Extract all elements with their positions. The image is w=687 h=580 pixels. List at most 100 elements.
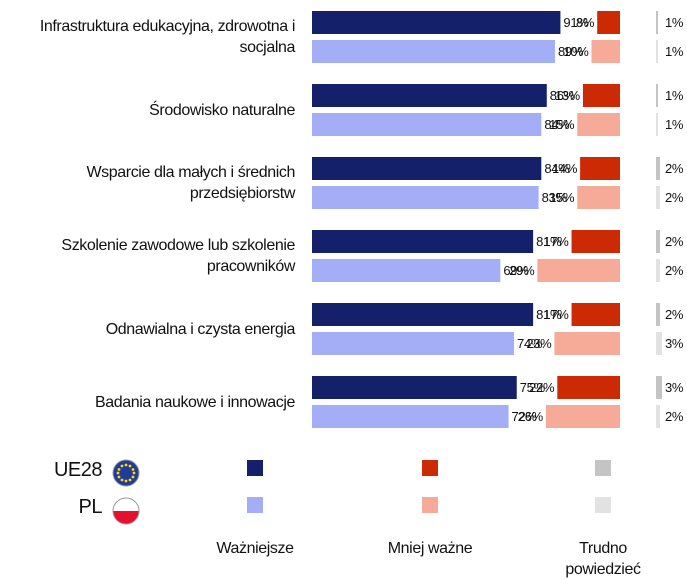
category-label: Szkolenie zawodowe lub szkolenie pracowni…	[0, 235, 295, 277]
bar	[656, 84, 658, 107]
category-line: Infrastruktura edukacyjna, zdrowotna i	[39, 18, 296, 35]
bar	[580, 157, 620, 180]
bar	[577, 186, 620, 209]
value-label: 2%	[665, 307, 684, 322]
bar	[656, 186, 660, 209]
bar	[312, 113, 542, 136]
legend-label: Mniej ważne	[387, 540, 473, 557]
value-label: 2%	[665, 234, 684, 249]
category-label: Infrastruktura edukacyjna, zdrowotna i so…	[0, 16, 296, 58]
category-line: Wsparcie dla małych i średnich	[86, 164, 295, 181]
value-label: 83%	[542, 190, 568, 205]
value-label: 14%	[552, 161, 578, 176]
bar	[312, 11, 561, 34]
bar	[312, 376, 517, 399]
value-label: 72%	[512, 409, 538, 424]
value-label: 75%	[520, 380, 546, 395]
value-label: 74%	[517, 336, 543, 351]
value-label: 1%	[665, 88, 684, 103]
value-label: 29%	[509, 263, 535, 278]
pl-flag	[112, 497, 140, 525]
category-line: Szkolenie zawodowe lub szkolenie	[61, 237, 295, 254]
bar	[656, 303, 660, 326]
legend-swatch	[595, 497, 611, 513]
legend-swatch	[247, 497, 263, 513]
value-label: 3%	[665, 336, 684, 351]
value-label: 17%	[543, 307, 569, 322]
value-label: 81%	[536, 307, 562, 322]
legend-swatch	[247, 460, 263, 476]
bar	[554, 332, 620, 355]
bar	[656, 376, 662, 399]
value-label: 10%	[563, 44, 589, 59]
bar	[571, 230, 620, 253]
eu-flag	[112, 459, 140, 487]
value-label: 69%	[503, 263, 529, 278]
value-label: 2%	[665, 190, 684, 205]
category-line: Odnawialna i czysta energia	[105, 320, 296, 338]
value-label: 81%	[536, 234, 562, 249]
value-label: 1%	[665, 44, 684, 59]
legend-swatch	[422, 497, 438, 513]
value-label: 91%	[563, 15, 589, 30]
bar	[312, 303, 534, 326]
value-label: 84%	[544, 161, 570, 176]
value-label: 8%	[576, 15, 595, 30]
bar	[591, 40, 620, 63]
category-line: pracowników	[206, 258, 295, 275]
category-line: Badania naukowe i innowacje	[94, 393, 295, 411]
bar	[597, 11, 620, 34]
bar	[312, 186, 539, 209]
value-label: 2%	[665, 161, 684, 176]
legend-swatch	[422, 460, 438, 476]
value-label: 3%	[665, 380, 684, 395]
bar	[656, 332, 662, 355]
bar	[312, 405, 509, 428]
bar	[656, 157, 660, 180]
legend-swatch	[595, 460, 611, 476]
bar	[312, 157, 542, 180]
value-label: 1%	[665, 15, 684, 30]
value-label: 13%	[555, 88, 581, 103]
bar	[582, 84, 620, 107]
bar	[545, 405, 620, 428]
value-label: 2%	[665, 263, 684, 278]
category-line: przedsiębiorstw	[189, 185, 296, 202]
category-label: Odnawialna i czysta energia	[0, 319, 296, 340]
value-label: 22%	[529, 380, 555, 395]
value-label: 84%	[544, 117, 570, 132]
category-label: Badania naukowe i innowacje	[0, 392, 295, 413]
bar	[312, 40, 555, 63]
legend-series: PL	[78, 496, 103, 518]
bar	[577, 113, 620, 136]
category-line: socjalna	[239, 39, 295, 56]
bar	[571, 303, 620, 326]
bar	[656, 405, 660, 428]
category-line: Środowisko naturalne	[149, 101, 295, 119]
bar	[656, 113, 658, 136]
value-label: 1%	[665, 117, 684, 132]
value-label: 23%	[526, 336, 552, 351]
legend-label: Ważniejsze	[216, 540, 294, 557]
legend-label: Trudno powiedzieć	[565, 540, 641, 578]
bar	[656, 11, 658, 34]
value-label: 89%	[558, 44, 584, 59]
value-label: 86%	[550, 88, 576, 103]
bar	[656, 230, 660, 253]
bar	[312, 230, 534, 253]
bar	[312, 332, 515, 355]
bar	[656, 40, 658, 63]
bar	[557, 376, 620, 399]
value-label: 26%	[518, 409, 544, 424]
bar	[656, 259, 660, 282]
value-label: 15%	[549, 190, 575, 205]
bar	[312, 84, 547, 107]
value-label: 2%	[665, 409, 684, 424]
bar	[537, 259, 620, 282]
legend-series: UE28	[53, 459, 103, 481]
category-label: Wsparcie dla małych i średnich przedsiębi…	[0, 162, 295, 204]
category-label: Środowisko naturalne	[0, 100, 295, 121]
value-label: 15%	[549, 117, 575, 132]
